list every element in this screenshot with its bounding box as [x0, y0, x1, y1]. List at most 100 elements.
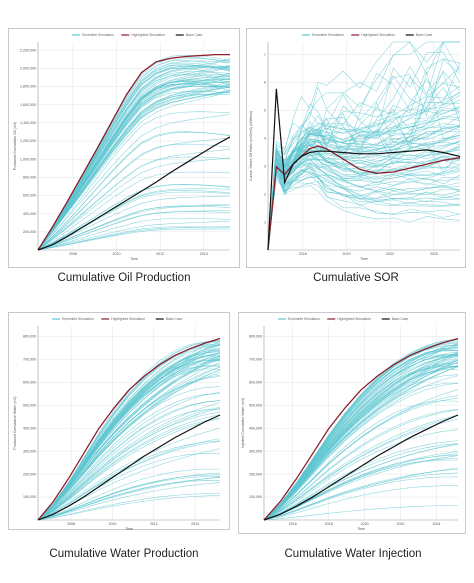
ensemble-line — [37, 386, 221, 521]
ensemble-line — [267, 41, 460, 251]
ensemble-line — [267, 59, 461, 251]
y-tick-label: 5 — [264, 109, 266, 113]
ensemble-line — [263, 360, 459, 521]
ensemble-line — [37, 58, 231, 251]
ensemble-line — [267, 41, 460, 251]
x-tick-label: 2022 — [386, 252, 394, 256]
y-tick-label: 6 — [264, 81, 266, 85]
ensemble-line — [37, 341, 221, 521]
ensemble-line — [37, 148, 231, 251]
ensemble-line — [37, 111, 231, 251]
chart-panel-oil: 200,000 400,000 600,000 800,000 1,000,000 1,2… — [8, 28, 240, 284]
ensemble-line — [37, 417, 221, 521]
y-tick-label: 4 — [264, 137, 266, 141]
ensemble-line — [37, 220, 231, 251]
ensemble-line — [37, 188, 231, 251]
ensemble-line — [37, 85, 231, 251]
highlighted-simulation-line — [263, 337, 459, 521]
chart-title: Cumulative Water Injection — [284, 548, 422, 560]
ensemble-line — [263, 355, 459, 521]
x-tick-label: 2022 — [397, 522, 405, 526]
ensemble-line — [263, 400, 459, 521]
ensemble-line — [37, 91, 231, 251]
ensemble-line — [37, 340, 221, 521]
x-tick-label: 2008 — [67, 522, 75, 526]
ensemble-line — [37, 477, 221, 521]
ensemble-line — [263, 389, 459, 521]
x-tick-label: 2012 — [156, 252, 164, 256]
y-tick-label: 1,600,000 — [20, 103, 36, 107]
ensemble-line — [263, 382, 459, 521]
ensemble-line — [267, 162, 461, 251]
legend-label: Base Case — [166, 317, 183, 321]
ensemble-line — [263, 383, 459, 521]
ensemble-line — [37, 493, 221, 521]
ensemble-line — [267, 146, 461, 251]
chart-panel-sor: 1 2 3 4 5 6 7 2016 2019 2022 2025 Time Cumul. Steam … — [246, 28, 466, 284]
y-tick-label: 1,000,000 — [20, 157, 36, 161]
legend-label: Base Case — [416, 33, 433, 37]
ensemble-line — [37, 60, 231, 251]
legend: Ensemble Simulation Highlighted Simulatio… — [52, 317, 182, 321]
ensemble-line — [263, 415, 459, 521]
base-case-line — [267, 88, 461, 251]
ensemble-line — [37, 358, 221, 521]
legend: Ensemble Simulation Highlighted Simulatio… — [72, 33, 202, 37]
ensemble-line — [267, 173, 461, 251]
ensemble-line — [37, 411, 221, 521]
x-tick-label: 2012 — [150, 522, 158, 526]
ensemble-line — [37, 204, 231, 251]
chart-panel-water-injection: 100,000 200,000 300,000 400,000 500,000 600,0… — [238, 312, 466, 560]
ensemble-line — [267, 165, 461, 251]
ensemble-line — [37, 190, 231, 251]
series-lines — [267, 41, 461, 251]
chart-oil: 200,000 400,000 600,000 800,000 1,000,000 1,2… — [8, 28, 240, 268]
ensemble-line — [263, 443, 459, 521]
x-tick-label: 2024 — [432, 522, 440, 526]
ensemble-line — [263, 476, 459, 521]
legend-label: Ensemble Simulation — [62, 317, 94, 321]
ensemble-line — [263, 485, 459, 521]
ensemble-line — [37, 406, 221, 521]
ensemble-line — [263, 365, 459, 521]
ensemble-line — [37, 418, 221, 521]
base-case-line — [263, 414, 459, 521]
y-tick-label: 1,400,000 — [20, 121, 36, 125]
ensemble-line — [267, 163, 461, 251]
x-tick-label: 2014 — [200, 252, 208, 256]
ensemble-line — [37, 143, 231, 251]
ensemble-line — [263, 444, 459, 521]
y-tick-label: 400,000 — [23, 426, 36, 430]
chart-title: Cumulative Water Production — [49, 548, 199, 560]
y-tick-label: 3 — [264, 164, 266, 168]
y-axis-label: Produced Cumulative Oil (m3) — [13, 122, 17, 170]
ensemble-line — [37, 80, 231, 251]
ensemble-line — [37, 472, 221, 521]
x-tick-label: 2008 — [69, 252, 77, 256]
ensemble-line — [37, 414, 221, 521]
y-tick-label: 100,000 — [249, 495, 262, 499]
y-tick-label: 100,000 — [23, 495, 36, 499]
ensemble-line — [263, 467, 459, 521]
y-axis-label: Cumul. Steam Oil Ratio (cm3/m3) (Unitles… — [249, 111, 253, 181]
ensemble-line — [37, 427, 221, 521]
x-tick-label: 2016 — [299, 252, 307, 256]
ensemble-line — [37, 218, 231, 251]
ensemble-line — [37, 131, 231, 251]
ensemble-line — [37, 365, 221, 521]
ensemble-line — [37, 226, 231, 251]
y-tick-label: 200,000 — [23, 230, 36, 234]
ensemble-line — [263, 356, 459, 521]
ensemble-line — [263, 361, 459, 521]
y-tick-label: 2,000,000 — [20, 67, 36, 71]
ensemble-line — [37, 366, 221, 521]
legend-label: Highlighted Simulation — [111, 317, 145, 321]
legend-label: Ensemble Simulation — [312, 33, 344, 37]
ensemble-line — [37, 358, 221, 521]
ensemble-line — [267, 158, 461, 251]
y-tick-label: 800,000 — [23, 176, 36, 180]
ensemble-line — [37, 91, 231, 251]
ensemble-line — [37, 468, 221, 521]
ensemble-line — [267, 41, 460, 251]
y-tick-label: 500,000 — [249, 403, 262, 407]
